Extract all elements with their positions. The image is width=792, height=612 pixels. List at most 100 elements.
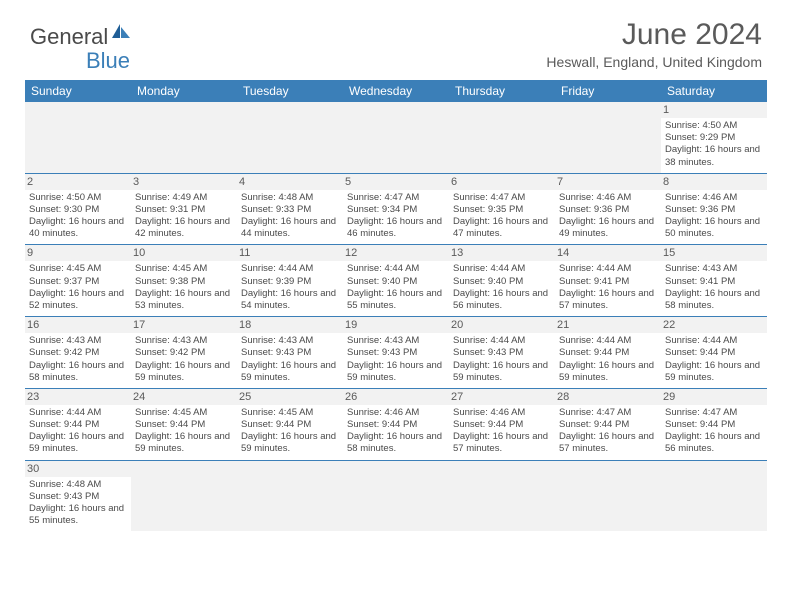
day-number: 15 [661, 245, 767, 261]
sunrise-text: Sunrise: 4:46 AM [665, 192, 763, 204]
sunset-text: Sunset: 9:31 PM [135, 204, 233, 216]
day-number: 29 [661, 389, 767, 405]
day-cell: 16Sunrise: 4:43 AMSunset: 9:42 PMDayligh… [25, 317, 131, 388]
calendar: Sunday Monday Tuesday Wednesday Thursday… [25, 80, 767, 531]
sunrise-text: Sunrise: 4:43 AM [347, 335, 445, 347]
sunrise-text: Sunrise: 4:46 AM [453, 407, 551, 419]
day-cell: 24Sunrise: 4:45 AMSunset: 9:44 PMDayligh… [131, 389, 237, 460]
week-row: 23Sunrise: 4:44 AMSunset: 9:44 PMDayligh… [25, 389, 767, 461]
daylight-text: Daylight: 16 hours and 59 minutes. [241, 431, 339, 455]
sunset-text: Sunset: 9:44 PM [453, 419, 551, 431]
day-number: 12 [343, 245, 449, 261]
day-cell [343, 102, 449, 173]
day-cell: 4Sunrise: 4:48 AMSunset: 9:33 PMDaylight… [237, 174, 343, 245]
sunset-text: Sunset: 9:35 PM [453, 204, 551, 216]
sunset-text: Sunset: 9:40 PM [453, 276, 551, 288]
day-cell: 10Sunrise: 4:45 AMSunset: 9:38 PMDayligh… [131, 245, 237, 316]
day-cell [131, 461, 237, 532]
sunrise-text: Sunrise: 4:44 AM [453, 335, 551, 347]
day-cell: 11Sunrise: 4:44 AMSunset: 9:39 PMDayligh… [237, 245, 343, 316]
day-cell [237, 461, 343, 532]
sail-icon [110, 22, 132, 45]
sunset-text: Sunset: 9:44 PM [665, 419, 763, 431]
sunrise-text: Sunrise: 4:49 AM [135, 192, 233, 204]
day-cell [555, 102, 661, 173]
day-header-wed: Wednesday [343, 80, 449, 102]
daylight-text: Daylight: 16 hours and 59 minutes. [29, 431, 127, 455]
sunset-text: Sunset: 9:43 PM [453, 347, 551, 359]
week-row: 2Sunrise: 4:50 AMSunset: 9:30 PMDaylight… [25, 174, 767, 246]
daylight-text: Daylight: 16 hours and 59 minutes. [135, 360, 233, 384]
sunset-text: Sunset: 9:34 PM [347, 204, 445, 216]
day-header-row: Sunday Monday Tuesday Wednesday Thursday… [25, 80, 767, 102]
day-cell: 17Sunrise: 4:43 AMSunset: 9:42 PMDayligh… [131, 317, 237, 388]
sunset-text: Sunset: 9:30 PM [29, 204, 127, 216]
daylight-text: Daylight: 16 hours and 57 minutes. [453, 431, 551, 455]
day-number: 25 [237, 389, 343, 405]
sunrise-text: Sunrise: 4:46 AM [559, 192, 657, 204]
calendar-weeks: 1Sunrise: 4:50 AMSunset: 9:29 PMDaylight… [25, 102, 767, 531]
day-number: 20 [449, 317, 555, 333]
day-cell: 19Sunrise: 4:43 AMSunset: 9:43 PMDayligh… [343, 317, 449, 388]
week-row: 1Sunrise: 4:50 AMSunset: 9:29 PMDaylight… [25, 102, 767, 174]
day-cell: 22Sunrise: 4:44 AMSunset: 9:44 PMDayligh… [661, 317, 767, 388]
daylight-text: Daylight: 16 hours and 59 minutes. [347, 360, 445, 384]
day-cell: 28Sunrise: 4:47 AMSunset: 9:44 PMDayligh… [555, 389, 661, 460]
sunset-text: Sunset: 9:44 PM [665, 347, 763, 359]
day-number: 10 [131, 245, 237, 261]
sunset-text: Sunset: 9:44 PM [29, 419, 127, 431]
daylight-text: Daylight: 16 hours and 52 minutes. [29, 288, 127, 312]
day-number: 16 [25, 317, 131, 333]
day-number: 28 [555, 389, 661, 405]
daylight-text: Daylight: 16 hours and 59 minutes. [665, 360, 763, 384]
day-number: 23 [25, 389, 131, 405]
sunrise-text: Sunrise: 4:44 AM [559, 263, 657, 275]
day-cell [131, 102, 237, 173]
daylight-text: Daylight: 16 hours and 57 minutes. [559, 288, 657, 312]
daylight-text: Daylight: 16 hours and 50 minutes. [665, 216, 763, 240]
sunset-text: Sunset: 9:43 PM [241, 347, 339, 359]
sunrise-text: Sunrise: 4:45 AM [135, 263, 233, 275]
day-number: 2 [25, 174, 131, 190]
day-number: 5 [343, 174, 449, 190]
sunset-text: Sunset: 9:29 PM [665, 132, 763, 144]
daylight-text: Daylight: 16 hours and 53 minutes. [135, 288, 233, 312]
day-cell: 3Sunrise: 4:49 AMSunset: 9:31 PMDaylight… [131, 174, 237, 245]
sunrise-text: Sunrise: 4:47 AM [559, 407, 657, 419]
daylight-text: Daylight: 16 hours and 59 minutes. [453, 360, 551, 384]
day-cell: 21Sunrise: 4:44 AMSunset: 9:44 PMDayligh… [555, 317, 661, 388]
sunset-text: Sunset: 9:41 PM [665, 276, 763, 288]
sunrise-text: Sunrise: 4:48 AM [29, 479, 127, 491]
week-row: 9Sunrise: 4:45 AMSunset: 9:37 PMDaylight… [25, 245, 767, 317]
day-cell: 20 Sunrise: 4:44 AMSunset: 9:43 PMDayligh… [449, 317, 555, 388]
day-cell: 9Sunrise: 4:45 AMSunset: 9:37 PMDaylight… [25, 245, 131, 316]
day-number: 27 [449, 389, 555, 405]
sunrise-text: Sunrise: 4:44 AM [347, 263, 445, 275]
daylight-text: Daylight: 16 hours and 58 minutes. [347, 431, 445, 455]
logo: General [30, 22, 132, 51]
day-cell: 23Sunrise: 4:44 AMSunset: 9:44 PMDayligh… [25, 389, 131, 460]
day-cell: 2Sunrise: 4:50 AMSunset: 9:30 PMDaylight… [25, 174, 131, 245]
day-cell: 27 Sunrise: 4:46 AMSunset: 9:44 PMDayligh… [449, 389, 555, 460]
day-number: 24 [131, 389, 237, 405]
sunrise-text: Sunrise: 4:43 AM [135, 335, 233, 347]
day-number: 19 [343, 317, 449, 333]
month-title: June 2024 [546, 18, 762, 52]
daylight-text: Daylight: 16 hours and 44 minutes. [241, 216, 339, 240]
sunrise-text: Sunrise: 4:43 AM [665, 263, 763, 275]
day-number: 30 [25, 461, 131, 477]
week-row: 16 Sunrise: 4:43 AM Sunset: 9:42 PM Dayligh… [25, 317, 767, 389]
daylight-text: Daylight: 16 hours and 47 minutes. [453, 216, 551, 240]
sunset-text: Sunset: 9:36 PM [665, 204, 763, 216]
day-number: 21 [555, 317, 661, 333]
sunrise-text: Sunrise: 4:46 AM [347, 407, 445, 419]
day-cell [343, 461, 449, 532]
day-cell: 1Sunrise: 4:50 AMSunset: 9:29 PMDaylight… [661, 102, 767, 173]
day-cell: 25Sunrise: 4:45 AMSunset: 9:44 PMDayligh… [237, 389, 343, 460]
sunset-text: Sunset: 9:42 PM [29, 347, 127, 359]
sunrise-text: Sunrise: 4:45 AM [135, 407, 233, 419]
day-header-thu: Thursday [449, 80, 555, 102]
day-number: 18 [237, 317, 343, 333]
daylight-text: Daylight: 16 hours and 57 minutes. [559, 431, 657, 455]
sunrise-text: Sunrise: 4:44 AM [453, 263, 551, 275]
